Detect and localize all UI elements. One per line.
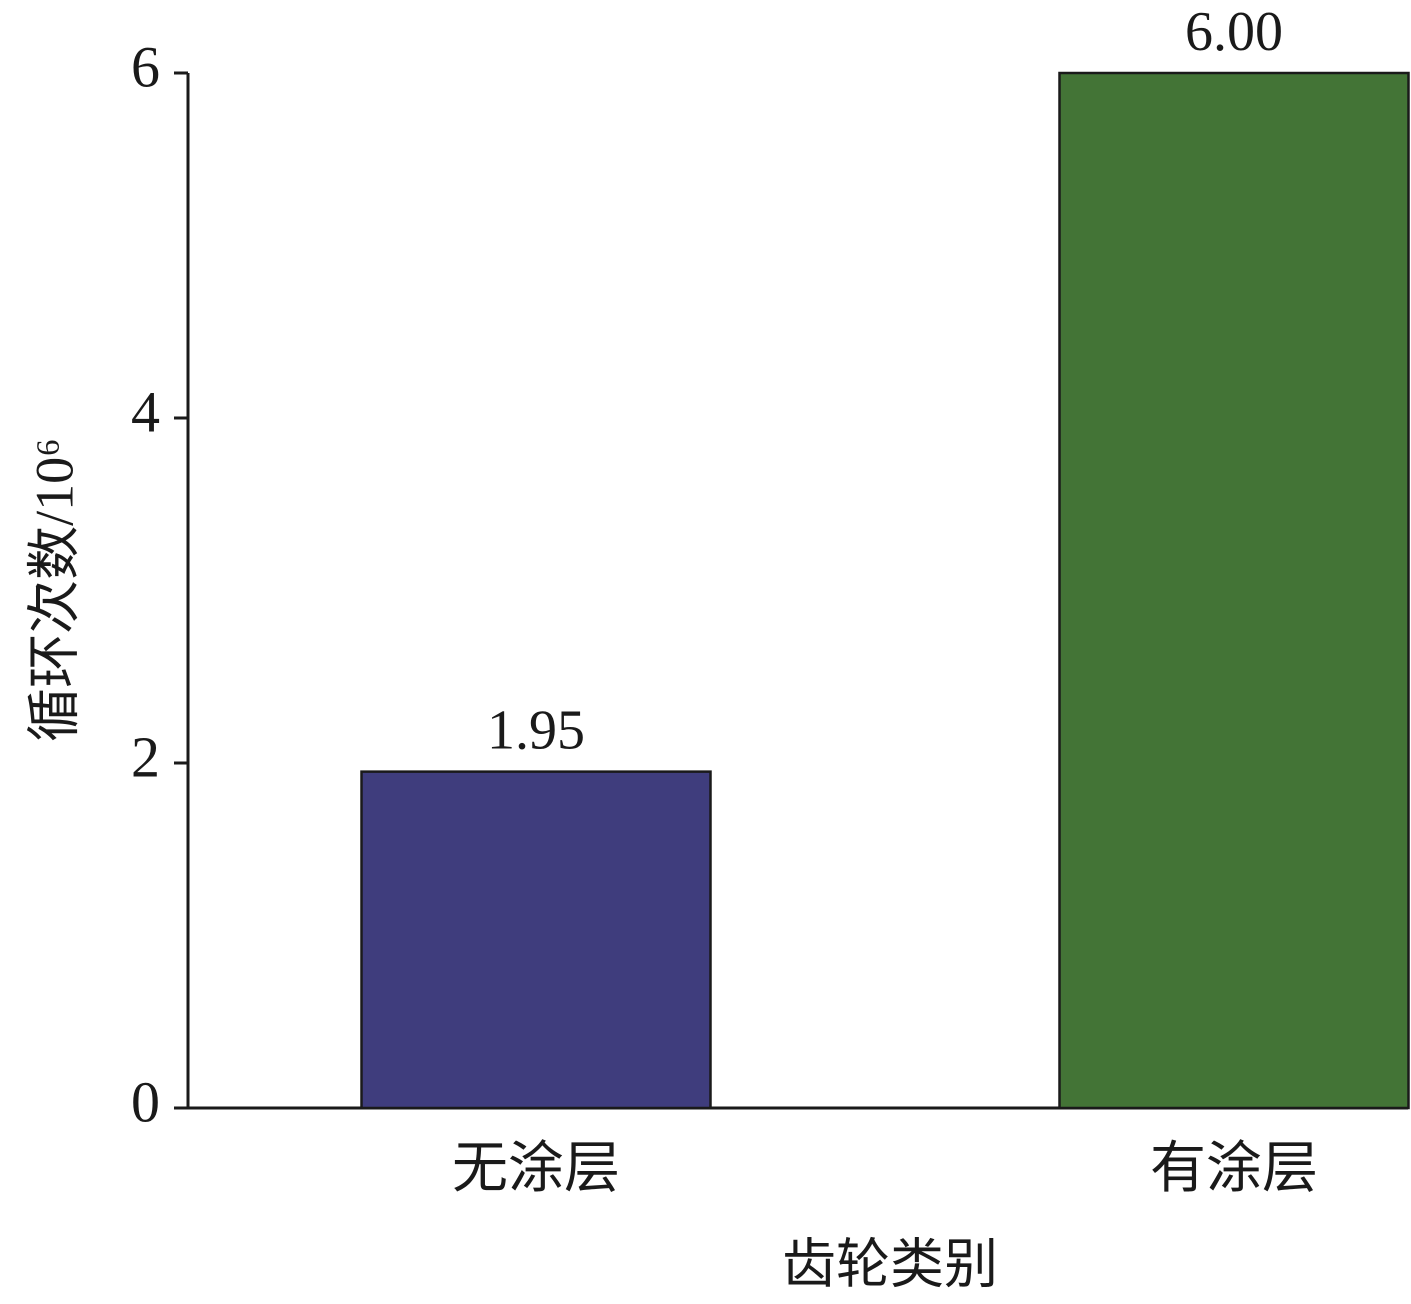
- value-label: 6.00: [1185, 1, 1283, 63]
- x-axis-label: 齿轮类别: [782, 1234, 998, 1294]
- y-tick-label: 6: [131, 34, 160, 99]
- bar: [1058, 71, 1410, 1110]
- y-axis-label: 循环次数/10⁶: [24, 438, 84, 742]
- y-tick-label: 4: [131, 379, 160, 444]
- bar: [360, 770, 712, 1110]
- x-tick-label: 无涂层: [452, 1138, 620, 1200]
- y-tick-label: 2: [131, 724, 160, 789]
- y-tick-label: 0: [131, 1069, 160, 1134]
- value-label: 1.95: [487, 699, 585, 761]
- x-tick-label: 有涂层: [1150, 1138, 1318, 1200]
